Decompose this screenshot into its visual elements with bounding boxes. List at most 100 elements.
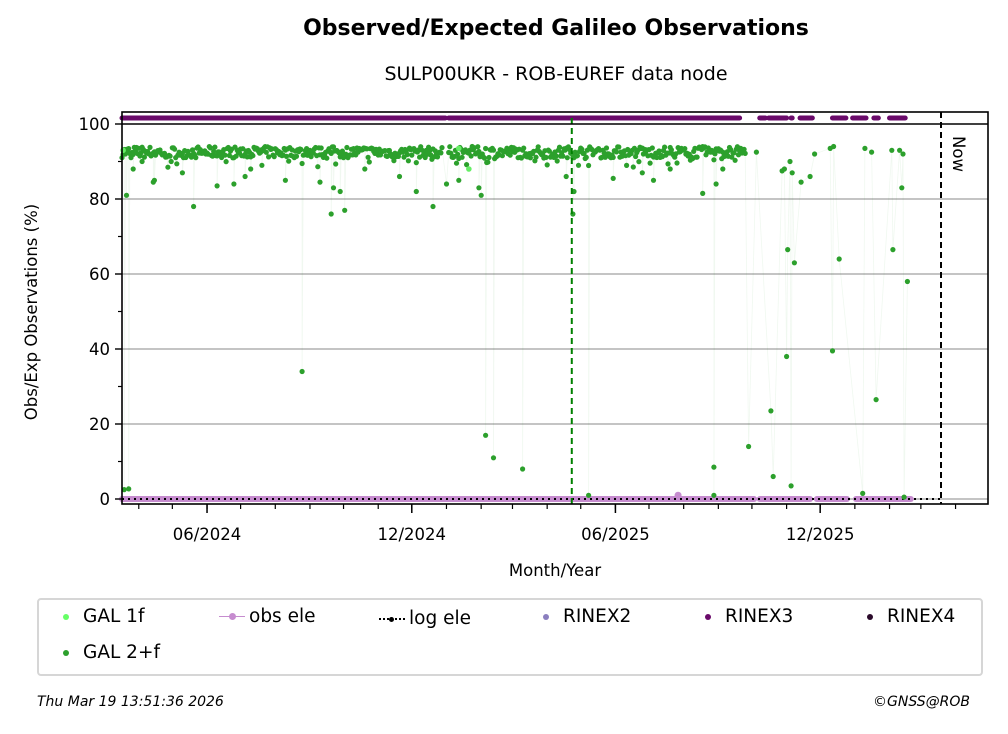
x-axis-label: Month/Year bbox=[509, 561, 601, 580]
gal-2f-point bbox=[499, 153, 505, 159]
legend-label: log ele bbox=[409, 608, 471, 629]
gal-2f-point bbox=[553, 153, 559, 159]
legend-item-rinex4: RINEX4 bbox=[857, 606, 955, 627]
gal-2f-point bbox=[191, 203, 197, 210]
gal-2f-point bbox=[713, 181, 719, 187]
gal-2f-point bbox=[248, 166, 254, 172]
gal-2f-point bbox=[283, 153, 290, 159]
gal-2f-point bbox=[214, 183, 220, 189]
y-axis-label: Obs/Exp Observations (%) bbox=[22, 204, 41, 420]
gal-2f-point bbox=[271, 154, 277, 160]
gal-2f-point bbox=[574, 153, 581, 159]
x-tick-label: 06/2025 bbox=[581, 525, 650, 544]
gal-2f-point bbox=[667, 166, 673, 172]
data-layer bbox=[119, 112, 943, 504]
gal-2f-point bbox=[317, 179, 323, 185]
gal-2f-point bbox=[413, 160, 419, 166]
gal-2f-point bbox=[521, 145, 527, 151]
gal-2f-point bbox=[139, 158, 145, 165]
gal-1f-marker-icon bbox=[53, 609, 79, 625]
gal-2f-point bbox=[732, 157, 738, 163]
gal-2f-point bbox=[456, 177, 462, 183]
gal-2f-point bbox=[650, 177, 657, 183]
gal-2f-point bbox=[438, 150, 444, 156]
gal-2f-point bbox=[333, 161, 339, 167]
x-tick-label: 12/2024 bbox=[378, 525, 447, 544]
gal-2f-point bbox=[556, 144, 563, 150]
gal-2f-point bbox=[900, 151, 906, 157]
gal-2f-point bbox=[455, 151, 461, 157]
plot-frame bbox=[121, 111, 989, 505]
gal-2f-point bbox=[630, 164, 636, 170]
gal-2f-point bbox=[647, 160, 653, 166]
gal-2f-point bbox=[682, 146, 688, 152]
gal-2f-point bbox=[899, 185, 905, 191]
gal-2f-point bbox=[130, 151, 136, 157]
legend-item-gal-2f: GAL 2+f bbox=[53, 642, 160, 663]
gal-2f-point bbox=[624, 162, 630, 168]
legend-label: RINEX2 bbox=[563, 606, 632, 627]
gal-2f-point bbox=[789, 170, 795, 176]
gal-1f-point bbox=[455, 145, 462, 152]
gal-2f-point bbox=[483, 145, 489, 152]
gal-2f-point bbox=[784, 353, 790, 360]
legend-label: GAL 1f bbox=[83, 606, 145, 627]
gal-2f-point bbox=[490, 455, 497, 461]
gal-2f-point bbox=[485, 159, 491, 165]
gal-2f-point bbox=[656, 148, 662, 154]
gal-2f-point bbox=[362, 166, 368, 172]
gal-2f-point bbox=[481, 155, 488, 161]
generated-timestamp: Thu Mar 19 13:51:36 2026 bbox=[37, 694, 224, 710]
gal-2f-point bbox=[207, 145, 213, 151]
gal-2f-point bbox=[324, 155, 330, 161]
gal-2f-point bbox=[579, 146, 585, 152]
gal-2f-point bbox=[807, 173, 813, 180]
gal-2f-point bbox=[649, 145, 655, 151]
gal-2f-point bbox=[711, 157, 717, 163]
gal-2f-point bbox=[167, 153, 173, 159]
gal-2f-point bbox=[212, 144, 218, 150]
obs-ele-marker-icon bbox=[219, 609, 245, 625]
gal-2f-point bbox=[405, 158, 411, 164]
gal-2f-point bbox=[575, 162, 582, 168]
gal-2f-point bbox=[533, 154, 539, 160]
obs-ele-point bbox=[674, 491, 682, 499]
legend-item-rinex3: RINEX3 bbox=[695, 606, 793, 627]
gal-2f-point bbox=[563, 173, 569, 180]
gal-2f-point bbox=[746, 443, 752, 450]
gal-2f-point bbox=[476, 185, 482, 191]
gal-2f-point bbox=[391, 158, 397, 164]
gal-2f-point bbox=[486, 154, 492, 161]
gal-2f-point bbox=[222, 152, 228, 158]
log-ele-marker-icon bbox=[379, 611, 405, 627]
gal-2f-point bbox=[741, 146, 747, 152]
gal-2f-point bbox=[478, 192, 484, 198]
gal-2f-point bbox=[869, 149, 875, 155]
legend-label: RINEX3 bbox=[725, 606, 794, 627]
gal-2f-point bbox=[770, 473, 776, 480]
gal-2f-point bbox=[610, 154, 616, 160]
legend: GAL 1f obs ele log ele RINEX2 RINEX3 RIN… bbox=[37, 598, 983, 676]
rinex2-marker-icon bbox=[533, 609, 559, 625]
gal-2f-point bbox=[535, 144, 541, 150]
gal-2f-point bbox=[904, 278, 911, 285]
gal-2f-point bbox=[342, 207, 348, 213]
gal-2f-point bbox=[453, 160, 460, 166]
gal-2f-point bbox=[520, 466, 526, 472]
rinex3-marker-icon bbox=[695, 609, 721, 625]
gal-2f-point bbox=[639, 170, 645, 176]
y-tick-label: 40 bbox=[89, 340, 110, 359]
gal-2f-point bbox=[330, 185, 337, 191]
gal-2f-point bbox=[475, 144, 481, 150]
gal-2f-point bbox=[299, 368, 305, 375]
gal-2f-point bbox=[788, 483, 794, 489]
gal-2f-point bbox=[636, 159, 642, 165]
gal-2f-point bbox=[901, 494, 907, 500]
x-tick-label: 06/2024 bbox=[173, 525, 242, 544]
gal-2f-point bbox=[668, 147, 675, 153]
gal-2f-point bbox=[700, 190, 706, 196]
gal-2f-point bbox=[263, 149, 269, 155]
legend-item-log-ele: log ele bbox=[379, 608, 471, 629]
gal-2f-point bbox=[798, 179, 804, 185]
gal-2f-point bbox=[179, 170, 185, 176]
